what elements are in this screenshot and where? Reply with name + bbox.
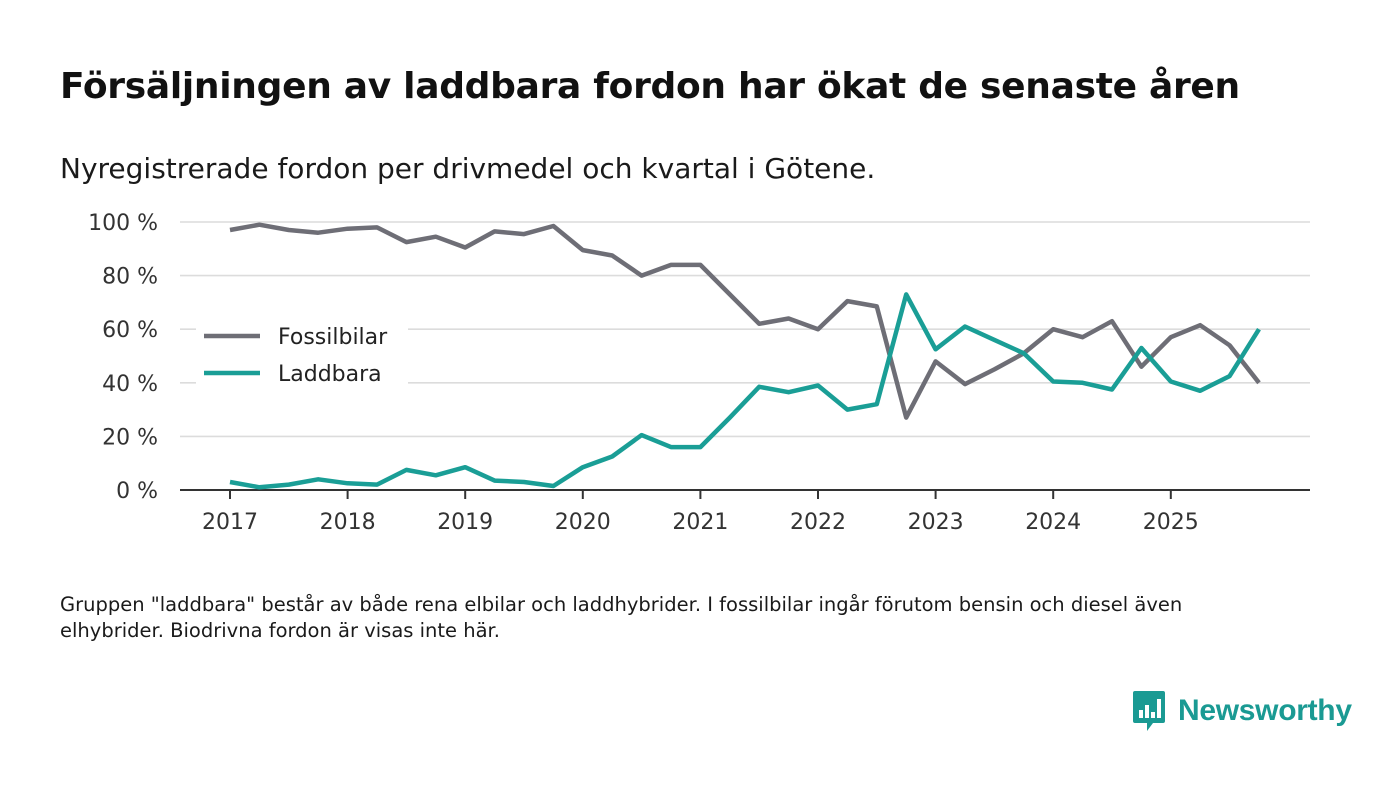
series-lines: [229, 222, 1261, 490]
x-tick-label: 2021: [672, 510, 728, 535]
x-tick-label: 2019: [437, 510, 493, 535]
y-tick-label: 40 %: [102, 372, 158, 397]
chart-title: Försäljningen av laddbara fordon har öka…: [60, 66, 1240, 107]
newsworthy-logo: Newsworthy: [1132, 690, 1352, 732]
x-tick-label: 2020: [555, 510, 611, 535]
x-tick-label: 2022: [790, 510, 846, 535]
series-line-fossilbilar: [229, 222, 1261, 420]
footnote: Gruppen "laddbara" består av både rena e…: [60, 593, 1183, 642]
legend-label: Laddbara: [278, 362, 382, 387]
legend: Fossilbilar Laddbara: [196, 312, 408, 394]
x-axis: 2017 2018 2019 2020 2021 2022 2023 2024 2025: [180, 489, 1310, 535]
y-tick-label: 60 %: [102, 318, 158, 343]
gridlines: [180, 221, 1310, 438]
y-tick-label: 20 %: [102, 425, 158, 450]
y-tick-label: 80 %: [102, 265, 158, 290]
legend-background: [196, 312, 408, 394]
y-tick-label: 100 %: [88, 211, 158, 236]
y-axis: 0 % 20 % 40 % 60 % 80 % 100 %: [88, 211, 158, 504]
chart-subtitle: Nyregistrerade fordon per drivmedel och …: [60, 152, 876, 185]
series-line-laddbara: [229, 292, 1261, 490]
line-chart: 2017 2018 2019 2020 2021 2022 2023 2024 2025 0 %…: [88, 211, 1310, 535]
y-tick-label: 0 %: [116, 479, 158, 504]
x-tick-label: 2018: [320, 510, 376, 535]
legend-label: Fossilbilar: [278, 325, 388, 350]
x-tick-label: 2025: [1143, 510, 1199, 535]
brand-name: Newsworthy: [1178, 694, 1352, 727]
x-tick-label: 2024: [1025, 510, 1081, 535]
bar-chart-icon: [1133, 691, 1165, 731]
x-tick-label: 2017: [202, 510, 258, 535]
x-tick-label: 2023: [908, 510, 964, 535]
